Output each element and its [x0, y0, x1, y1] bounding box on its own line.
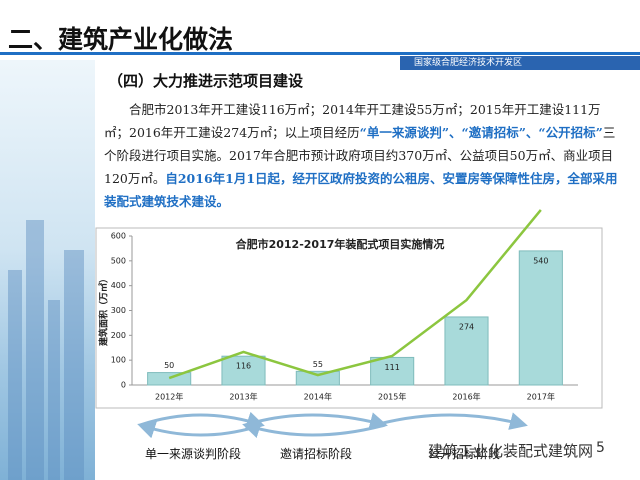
x-tick-label: 2017年: [527, 392, 555, 402]
banner: 国家级合肥经济技术开发区: [400, 56, 640, 70]
section-heading: （四）大力推进示范项目建设: [108, 72, 304, 90]
paragraph-segment: 三个阶段进行项目实施。2017年合肥市预计政府项目约370万㎡、公益项目50万㎡…: [104, 125, 616, 186]
header-rule: [0, 52, 640, 55]
data-label: 55: [313, 360, 323, 369]
stage-arrow: [139, 411, 265, 429]
x-tick-label: 2013年: [229, 392, 257, 402]
paragraph: 合肥市2013年开工建设116万㎡；2014年开工建设55万㎡；2015年开工建…: [104, 98, 624, 213]
data-label: 540: [533, 256, 548, 265]
paragraph-segment: 合肥市2013年开工建设116万㎡；2014年开工建设55万㎡；2015年开工建…: [104, 102, 601, 140]
stage-arrow: [374, 412, 528, 430]
stage-label: 公开招标阶段: [428, 447, 501, 461]
y-tick-label: 500: [111, 256, 126, 265]
data-label: 111: [385, 363, 400, 372]
stage-label: 邀请招标阶段: [280, 447, 353, 461]
trend-line: [168, 209, 542, 380]
data-label: 50: [164, 361, 174, 370]
x-tick-label: 2016年: [452, 392, 480, 402]
bar: [221, 355, 266, 386]
x-tick-label: 2015年: [378, 392, 406, 402]
y-tick-label: 300: [111, 306, 126, 315]
slide-title: 二、建筑产业化做法: [8, 25, 234, 54]
watermark: 建筑工业化装配式建筑网: [428, 442, 594, 460]
y-tick-label: 100: [111, 356, 126, 365]
data-label: 116: [236, 362, 251, 371]
stage-arrow: [137, 421, 263, 439]
y-axis-label: 建筑面积（万㎡）: [98, 274, 110, 346]
bar: [518, 250, 563, 386]
bar: [295, 370, 340, 386]
y-tick-label: 600: [111, 232, 126, 241]
bar: [370, 356, 415, 386]
chart-title: 合肥市2012-2017年装配式项目实施情况: [236, 237, 445, 251]
y-tick-label: 0: [121, 381, 126, 390]
city-image: [0, 60, 95, 480]
bar: [147, 372, 192, 386]
paragraph-segment: “单一来源谈判”、“邀请招标”、“公开招标”: [359, 125, 603, 140]
bar: [444, 316, 489, 386]
x-tick-label: 2012年: [155, 392, 183, 402]
stage-arrow: [242, 420, 386, 439]
stage-label: 单一来源谈判阶段: [145, 447, 242, 461]
y-tick-label: 200: [111, 331, 126, 340]
page-number: 5: [596, 440, 605, 456]
paragraph-segment: 自2016年1月1日起，经开区政府投资的公租房、安置房等保障性住房，全部采用装配…: [104, 171, 618, 209]
y-tick-label: 400: [111, 281, 126, 290]
data-label: 274: [459, 322, 474, 331]
x-tick-label: 2014年: [304, 392, 332, 402]
stage-arrow: [244, 412, 388, 430]
